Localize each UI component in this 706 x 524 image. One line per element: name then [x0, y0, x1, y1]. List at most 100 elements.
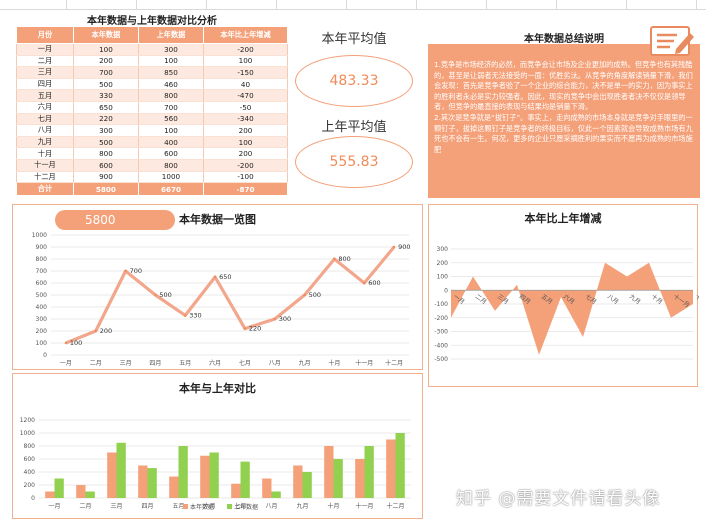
cell-change: -470	[202, 89, 289, 102]
y-tick-label: 100	[437, 274, 449, 281]
y-tick-label: 1000	[32, 232, 47, 239]
bar-this-year	[45, 491, 55, 498]
table-total-row: 合计 5800 6670 -870	[16, 182, 289, 197]
area-chart-title: 本年比上年增减	[524, 212, 602, 225]
cell-last-year: 100	[137, 55, 204, 68]
bar-last-year	[395, 433, 405, 498]
x-tick-label: 十二月	[386, 502, 404, 510]
bar-last-year	[85, 491, 95, 498]
comparison-table: 月份 本年数据 上年数据 本年比上年增减 一月 100 300 -200 二月 200 10…	[16, 26, 289, 197]
summary-title: 本年数据总结说明	[524, 34, 604, 45]
bar-this-year	[200, 455, 210, 498]
series-area-change	[451, 262, 693, 355]
x-tick-label: 四月	[149, 360, 161, 367]
data-point	[363, 281, 366, 285]
comparison-bar-chart-panel: 本年与上年对比 0 200 400 600 800 1000 1200 一月 二月 三月 四月 五月 六…	[12, 373, 423, 519]
y-tick-label: 500	[36, 292, 48, 299]
this-year-average-label: 本年平均值	[321, 32, 387, 47]
x-tick-label: 二月	[79, 503, 91, 510]
header-last-year: 上年数据	[137, 26, 204, 44]
y-tick-label: 700	[36, 268, 48, 275]
cell-change: -200	[202, 159, 289, 172]
legend-swatch	[183, 504, 188, 509]
cell-last-year: 700	[137, 101, 204, 114]
data-point	[243, 327, 247, 330]
data-label: 500	[159, 291, 171, 299]
y-tick-label: 600	[36, 280, 48, 287]
total-label: 合计	[16, 182, 74, 197]
table-row: 一月 100 300 -200	[16, 43, 289, 56]
y-tick-label: 100	[36, 340, 48, 347]
cell-this-year: 900	[72, 171, 139, 184]
x-tick-label: 六月	[203, 502, 215, 510]
bar-chart: 0 200 400 600 800 1000 1200 一月 二月 三月 四月 五月 六月 七月 八月 九月 十…	[20, 417, 411, 511]
table-header-row: 月份 本年数据 上年数据 本年比上年增减	[16, 26, 289, 44]
header-this-year: 本年数据	[72, 26, 139, 44]
table-row: 七月 220 560 -340	[16, 113, 289, 126]
bar-last-year	[209, 452, 219, 498]
data-point	[333, 257, 336, 261]
cell-last-year: 800	[137, 159, 204, 172]
data-label: 330	[189, 311, 201, 319]
total-this-year: 5800	[72, 182, 139, 197]
cell-last-year: 460	[137, 78, 204, 91]
y-tick-label: 1000	[20, 430, 35, 437]
cell-month: 十月	[16, 147, 74, 160]
cell-change: -150	[202, 66, 289, 79]
cell-this-year: 330	[72, 89, 139, 102]
data-point	[273, 317, 276, 321]
cell-month: 五月	[16, 89, 74, 102]
x-tick-label: 三月	[120, 360, 132, 367]
cell-last-year: 300	[137, 43, 204, 56]
cell-last-year: 100	[137, 124, 204, 137]
x-tick-label: 十二月	[694, 292, 699, 309]
data-point	[64, 341, 68, 345]
summary-paragraph-2: 2.其次是竞争就是“拔钉子”。事实上，走向成熟的市场本身就是竞争对手眼里的一颗钉…	[434, 112, 693, 154]
data-label: 800	[338, 255, 350, 263]
cell-this-year: 700	[72, 66, 139, 79]
cell-month: 三月	[16, 66, 74, 79]
line-chart: 0 100 200 300 400 500 600 700 800 900 1000 一月 二月 三月 四月…	[32, 232, 411, 367]
y-tick-label: 300	[437, 246, 449, 253]
cell-this-year: 500	[72, 78, 139, 91]
y-tick-label: 400	[24, 469, 36, 476]
cell-month: 十一月	[16, 159, 74, 172]
cell-last-year: 850	[137, 66, 204, 79]
cell-change: -340	[202, 113, 289, 126]
data-label: 300	[279, 315, 291, 323]
legend-swatch	[227, 504, 232, 509]
table-row: 二月 200 100 100	[16, 55, 289, 68]
bar-this-year	[231, 483, 241, 498]
y-tick-label: -100	[434, 301, 448, 308]
cell-this-year: 200	[72, 55, 139, 68]
total-change: -870	[202, 182, 289, 197]
cell-this-year: 650	[72, 101, 139, 114]
bar-last-year	[147, 468, 157, 498]
x-tick-label: 十一月	[355, 359, 373, 367]
table-row: 十一月 600 800 -200	[16, 159, 289, 172]
cell-this-year: 100	[72, 43, 139, 56]
data-point	[124, 269, 127, 273]
legend-label: 本年数据	[190, 503, 214, 511]
data-label: 600	[368, 279, 380, 287]
cell-last-year: 600	[137, 147, 204, 160]
total-last-year: 6670	[137, 182, 204, 197]
x-tick-label: 一月	[60, 360, 72, 367]
x-tick-label: 四月	[141, 503, 153, 510]
x-tick-label: 七月	[239, 359, 251, 367]
data-label: 500	[309, 291, 321, 299]
bar-this-year	[324, 446, 334, 498]
x-tick-label: 六月	[209, 359, 221, 367]
cell-change: -50	[202, 101, 289, 114]
y-tick-label: 200	[437, 260, 449, 267]
table-row: 十二月 900 1000 -100	[16, 171, 289, 184]
x-tick-label: 八月	[265, 503, 277, 510]
data-point	[213, 275, 217, 279]
table-row: 三月 700 850 -150	[16, 66, 289, 79]
bar-this-year	[107, 452, 117, 498]
bar-last-year	[333, 459, 343, 498]
y-tick-label: 0	[444, 287, 448, 294]
y-tick-label: 800	[36, 256, 48, 263]
cell-this-year: 500	[72, 136, 139, 149]
